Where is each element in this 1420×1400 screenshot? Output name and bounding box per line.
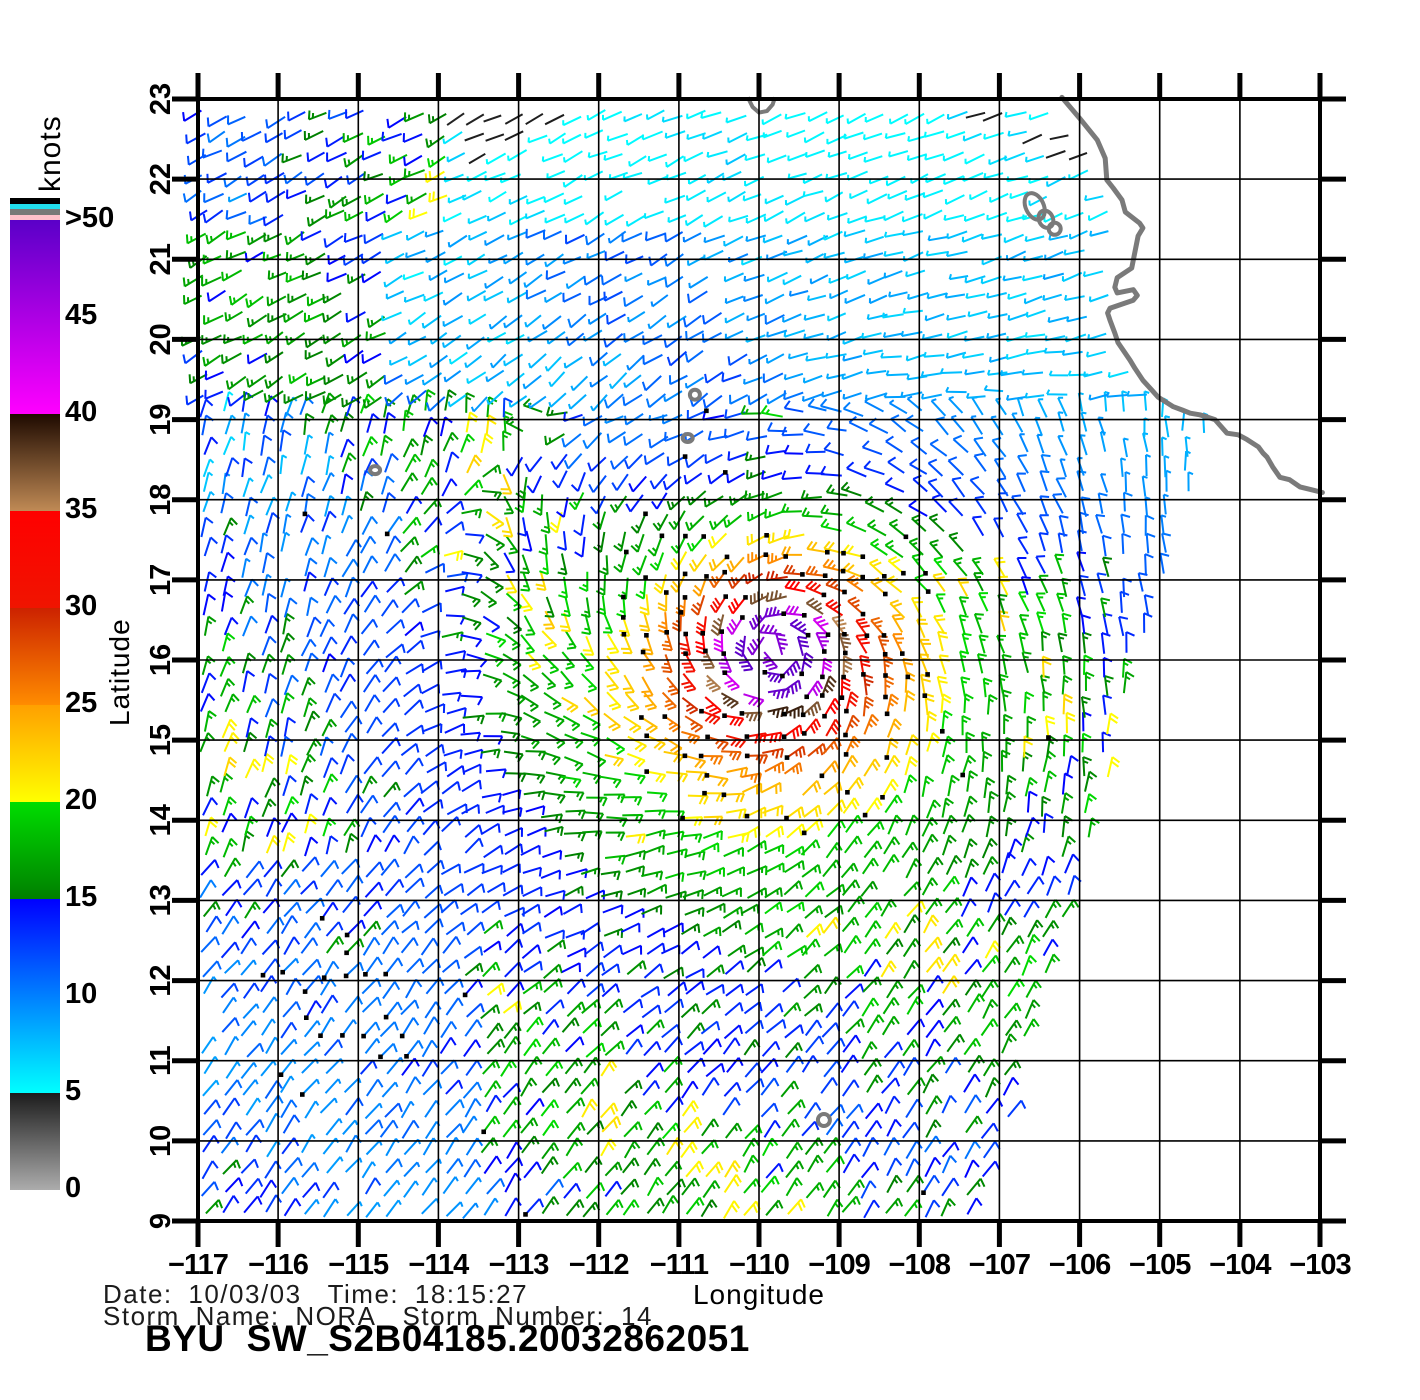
colorbar-tick-label: 45 <box>65 299 98 332</box>
colorbar-tick-label: 0 <box>65 1172 82 1205</box>
x-tick-label: −103 <box>1289 1249 1351 1281</box>
colorbar-title: knots <box>34 115 67 192</box>
y-tick-label: 10 <box>145 1125 177 1157</box>
colorbar-segment <box>10 1093 60 1190</box>
y-tick-label: 21 <box>145 243 177 275</box>
x-tick-label: −115 <box>328 1249 389 1281</box>
y-tick-label: 14 <box>145 804 177 836</box>
y-tick-label: 19 <box>145 403 177 435</box>
y-tick-label: 20 <box>145 323 177 355</box>
x-tick-label: −108 <box>889 1249 951 1281</box>
x-tick-label: −113 <box>489 1249 550 1281</box>
colorbar-top-strip-band <box>10 209 60 215</box>
time-label: Time: <box>327 1279 400 1309</box>
colorbar-top-strip-band <box>10 198 60 204</box>
x-tick-label: −109 <box>808 1249 870 1281</box>
y-tick-label: 9 <box>145 1213 177 1229</box>
date-label: Date: <box>103 1279 173 1309</box>
colorbar-segment <box>10 802 60 899</box>
colorbar-segment <box>10 414 60 511</box>
colorbar-tick-label: 10 <box>65 978 98 1011</box>
colorbar-tick-label: 15 <box>65 881 98 914</box>
y-tick-label: 17 <box>145 564 177 596</box>
x-tick-label: −106 <box>1049 1249 1111 1281</box>
colorbar-tick-label: >50 <box>65 202 115 235</box>
x-axis-title: Longitude <box>692 1279 825 1310</box>
x-tick-label: −107 <box>969 1249 1030 1281</box>
colorbar-tick-label: 25 <box>65 687 98 720</box>
colorbar-tick-label: 40 <box>65 396 98 429</box>
x-tick-label: −114 <box>409 1249 470 1281</box>
colorbar-tick-label: 5 <box>65 1075 82 1108</box>
brand: BYU <box>145 1318 225 1359</box>
y-tick-label: 16 <box>145 644 177 676</box>
product-line: BYU SW_S2B04185.20032862051 <box>145 1318 750 1360</box>
x-tick-label: −104 <box>1209 1249 1271 1281</box>
rain-flag-dots-layer <box>260 408 1051 1217</box>
date-value: 10/03/03 <box>188 1279 302 1309</box>
storm-number-label: Storm Number: <box>402 1301 606 1331</box>
coastline-layer <box>368 94 1325 1128</box>
y-tick-label: 13 <box>145 884 177 916</box>
y-tick-label: 22 <box>145 163 177 195</box>
colorbar-top-strip-band <box>10 214 60 220</box>
colorbar-segment <box>10 899 60 1093</box>
x-tick-label: −117 <box>168 1249 228 1281</box>
storm-number-value: 14 <box>621 1301 653 1331</box>
product-id: SW_S2B04185.20032862051 <box>246 1318 750 1359</box>
y-tick-label: 15 <box>145 724 177 756</box>
y-tick-label: 12 <box>145 964 177 996</box>
x-tick-label: −116 <box>248 1249 309 1281</box>
wind-barbs-layer <box>180 109 1209 1220</box>
date-time-line: Date: 10/03/03 Time: 18:15:27 <box>103 1279 528 1310</box>
storm-name-value: NORA <box>295 1301 377 1331</box>
storm-name-label: Storm Name: <box>103 1301 280 1331</box>
axes-frame-layer <box>172 73 1346 1247</box>
time-value: 18:15:27 <box>414 1279 529 1309</box>
colorbar <box>10 198 60 1190</box>
tick-labels-layer: −117 −116 −115 −114 −113 −112 −111 −110 −109 −108… <box>145 83 1353 1281</box>
x-tick-label: −112 <box>569 1249 629 1281</box>
colorbar-tick-label: 20 <box>65 784 98 817</box>
y-tick-label: 23 <box>145 83 177 115</box>
colorbar-segment <box>10 220 60 414</box>
colorbar-segment <box>10 705 60 802</box>
colorbar-top-strip-band <box>10 203 60 209</box>
x-tick-label: −110 <box>729 1249 789 1281</box>
colorbar-tick-label: 30 <box>65 590 98 623</box>
x-tick-label: −111 <box>650 1249 709 1281</box>
y-tick-label: 18 <box>145 484 177 516</box>
x-tick-label: −105 <box>1129 1249 1191 1281</box>
colorbar-tick-label: 35 <box>65 493 98 526</box>
y-tick-label: 11 <box>145 1045 177 1076</box>
y-axis-title: Latitude <box>104 618 135 726</box>
storm-line: Storm Name: NORA Storm Number: 14 <box>103 1301 653 1332</box>
colorbar-segment <box>10 511 60 608</box>
colorbar-segment <box>10 608 60 705</box>
